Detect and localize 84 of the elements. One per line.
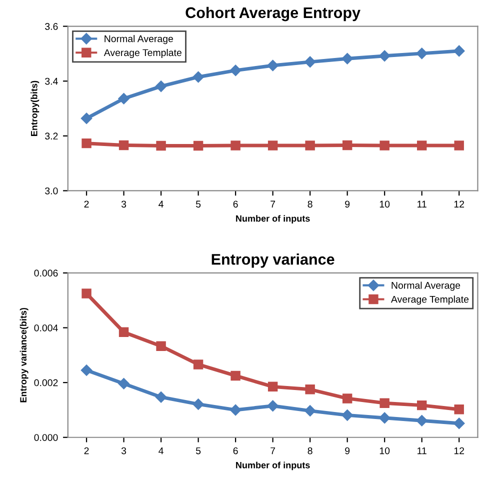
- y-tick-label: 0.002: [34, 379, 58, 386]
- x-tick-label: 10: [380, 447, 390, 454]
- point: [193, 140, 204, 151]
- point: [193, 360, 204, 370]
- point: [230, 404, 242, 416]
- x-tick-label: 7: [270, 200, 276, 208]
- point: [378, 412, 390, 424]
- point: [156, 140, 166, 151]
- x-tick-label: 4: [158, 447, 164, 454]
- x-tick-label: 10: [380, 200, 390, 208]
- x-axis-title: Number of inputs: [236, 462, 310, 470]
- x-tick-label: 7: [270, 447, 276, 454]
- point: [80, 364, 92, 376]
- x-tick-label: 8: [308, 447, 312, 454]
- point: [155, 80, 167, 92]
- x-tick-label: 5: [196, 200, 201, 208]
- point: [156, 341, 166, 351]
- point: [454, 140, 464, 150]
- point: [230, 140, 240, 150]
- legend-label: Average Template: [390, 296, 469, 305]
- point: [380, 398, 390, 408]
- chart-title: Entropy variance: [212, 254, 334, 268]
- y-tick-label: 0.004: [34, 324, 58, 332]
- chart-title: Cohort Average Entropy: [186, 6, 360, 22]
- x-tick-label: 2: [84, 447, 89, 454]
- x-tick-label: 11: [418, 447, 426, 454]
- point: [118, 140, 129, 150]
- y-axis-title: Entropy(bits): [30, 80, 40, 136]
- x-tick-label: 8: [308, 200, 312, 208]
- y-tick-label: 3.2: [45, 132, 58, 140]
- point: [378, 50, 390, 62]
- x-tick-label: 3: [121, 200, 126, 208]
- x-tick-label: 9: [345, 447, 350, 454]
- point: [304, 405, 316, 416]
- point: [268, 140, 278, 150]
- point: [118, 93, 130, 104]
- x-axis-title: Number of inputs: [236, 215, 310, 224]
- point: [155, 391, 167, 403]
- point: [268, 382, 278, 392]
- point: [454, 404, 464, 414]
- y-tick-label: 0.000: [34, 434, 58, 441]
- point: [82, 288, 92, 298]
- y-tick-label: 3.0: [45, 187, 58, 194]
- point: [342, 394, 352, 404]
- point: [416, 140, 427, 150]
- x-tick-label: 6: [233, 447, 238, 454]
- legend-label: Normal Average: [104, 35, 173, 44]
- x-tick-label: 4: [158, 200, 164, 208]
- point: [416, 415, 428, 426]
- point: [342, 140, 352, 150]
- y-tick-label: 3.4: [45, 78, 58, 85]
- point: [453, 418, 465, 429]
- x-tick-label: 5: [196, 447, 201, 454]
- x-tick-label: 2: [84, 200, 89, 208]
- point: [305, 140, 315, 150]
- x-tick-label: 3: [121, 447, 126, 454]
- x-tick-label: 12: [454, 200, 464, 208]
- point: [118, 378, 130, 390]
- point: [267, 400, 278, 412]
- point: [82, 138, 92, 148]
- point: [192, 398, 204, 410]
- point: [230, 64, 242, 76]
- y-tick-label: 0.006: [34, 270, 58, 277]
- legend-label: Average Template: [104, 48, 182, 58]
- legend-label: Normal Average: [392, 282, 460, 291]
- x-tick-label: 6: [233, 200, 238, 208]
- point: [118, 327, 129, 337]
- point: [267, 60, 278, 72]
- x-tick-label: 12: [454, 447, 464, 454]
- y-axis-title: Entropy variance(bits): [20, 308, 28, 402]
- point: [192, 71, 204, 83]
- point: [416, 48, 428, 60]
- point: [342, 410, 353, 421]
- point: [380, 140, 390, 150]
- point: [80, 112, 92, 124]
- y-tick-label: 3.6: [45, 23, 58, 30]
- point: [305, 384, 315, 394]
- point: [304, 56, 316, 68]
- point: [453, 45, 465, 57]
- x-tick-label: 11: [418, 200, 426, 208]
- point: [416, 400, 427, 410]
- point: [230, 370, 240, 381]
- point: [342, 53, 353, 64]
- x-tick-label: 9: [345, 200, 350, 208]
